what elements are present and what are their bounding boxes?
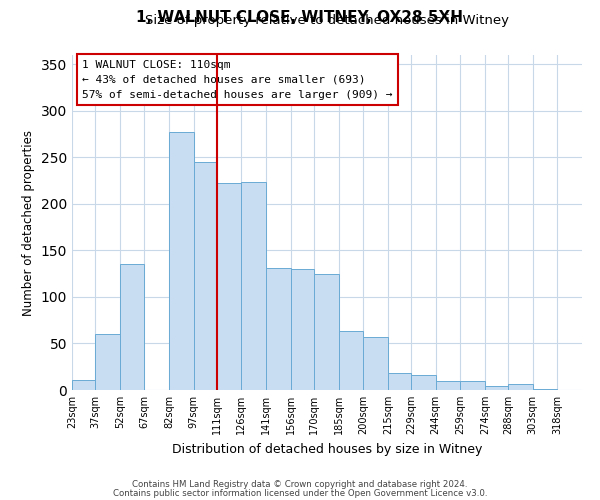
Y-axis label: Number of detached properties: Number of detached properties xyxy=(22,130,35,316)
Text: Contains HM Land Registry data © Crown copyright and database right 2024.: Contains HM Land Registry data © Crown c… xyxy=(132,480,468,489)
Text: Contains public sector information licensed under the Open Government Licence v3: Contains public sector information licen… xyxy=(113,488,487,498)
Bar xyxy=(411,375,436,390)
Bar xyxy=(436,380,460,390)
Bar xyxy=(72,380,95,390)
Bar xyxy=(241,182,266,390)
Bar xyxy=(338,332,363,390)
Bar xyxy=(169,132,194,390)
Bar xyxy=(388,373,411,390)
Text: 1, WALNUT CLOSE, WITNEY, OX28 5XH: 1, WALNUT CLOSE, WITNEY, OX28 5XH xyxy=(137,10,464,25)
Bar xyxy=(485,386,508,390)
Bar xyxy=(266,268,291,390)
Title: Size of property relative to detached houses in Witney: Size of property relative to detached ho… xyxy=(145,14,509,28)
Bar xyxy=(217,184,241,390)
Bar xyxy=(363,337,388,390)
Bar xyxy=(95,334,120,390)
Bar xyxy=(533,389,557,390)
Bar xyxy=(314,274,338,390)
Bar xyxy=(508,384,533,390)
Bar xyxy=(120,264,145,390)
Bar xyxy=(460,380,485,390)
Bar xyxy=(291,269,314,390)
Text: 1 WALNUT CLOSE: 110sqm
← 43% of detached houses are smaller (693)
57% of semi-de: 1 WALNUT CLOSE: 110sqm ← 43% of detached… xyxy=(82,60,392,100)
Bar xyxy=(194,162,217,390)
X-axis label: Distribution of detached houses by size in Witney: Distribution of detached houses by size … xyxy=(172,442,482,456)
